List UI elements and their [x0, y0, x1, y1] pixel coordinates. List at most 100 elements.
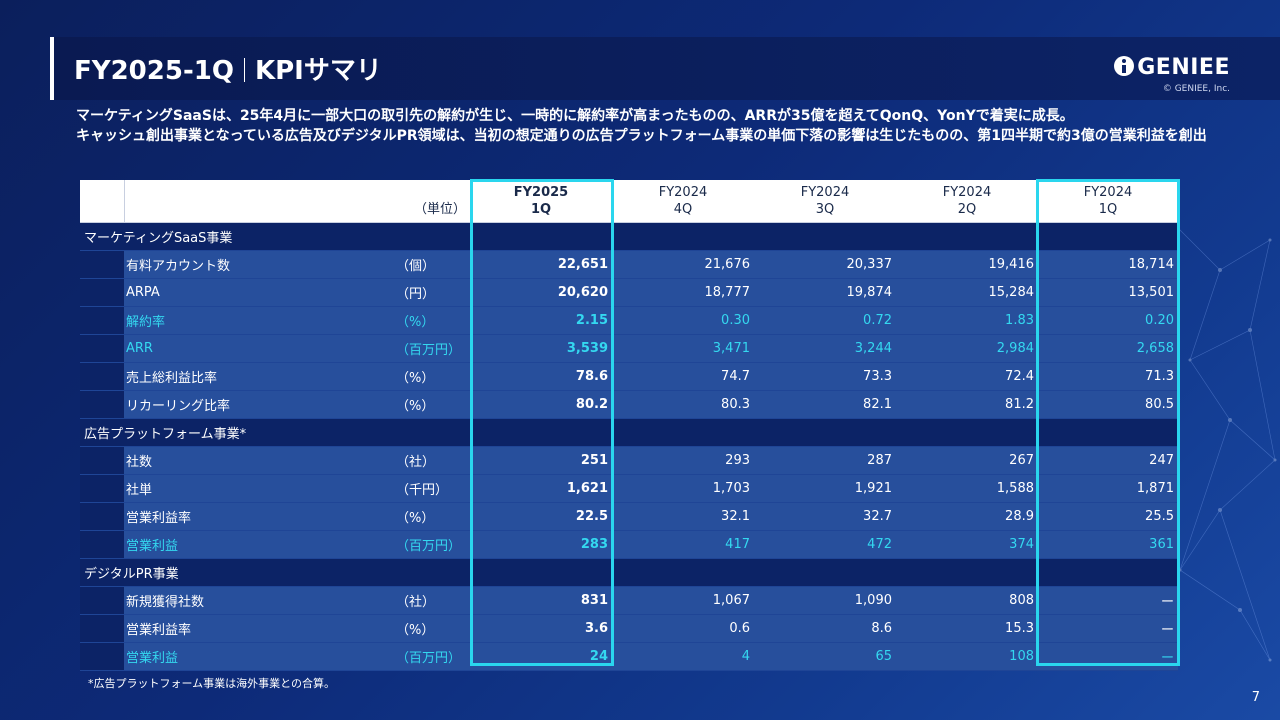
value-cell: 82.1 — [754, 390, 896, 419]
value-cell: 71.3 — [1038, 362, 1178, 391]
value-cell: 74.7 — [612, 362, 754, 391]
header-label — [124, 180, 390, 223]
value-cell: 283 — [470, 530, 612, 559]
table-row: 解約率 （%） 2.15 0.30 0.72 1.83 0.20 — [80, 306, 1178, 335]
row-label: 社数 — [124, 446, 390, 475]
copyright: © GENIEE, Inc. — [1162, 84, 1230, 94]
value-cell: 3,539 — [470, 334, 612, 363]
table-row: 営業利益 （百万円） 24 4 65 108 ー — [80, 642, 1178, 671]
row-label: 売上総利益比率 — [124, 362, 390, 391]
table-body: マーケティングSaaS事業 有料アカウント数 （個） 22,651 21,676 20,3… — [80, 222, 1178, 671]
value-cell: 1,067 — [612, 586, 754, 615]
value-cell: 24 — [470, 642, 612, 671]
value-cell: 374 — [896, 530, 1038, 559]
row-unit: （%） — [390, 362, 470, 391]
period-fy: FY2024 — [1083, 185, 1133, 200]
value-cell: 72.4 — [896, 362, 1038, 391]
value-cell: 19,416 — [896, 250, 1038, 279]
value-cell: 831 — [470, 586, 612, 615]
value-cell: 267 — [896, 446, 1038, 475]
footnote: *広告プラットフォーム事業は海外事業との合算。 — [88, 677, 336, 690]
value-cell: 0.30 — [612, 306, 754, 335]
header-unit: （単位） — [390, 180, 470, 223]
row-unit: （社） — [390, 446, 470, 475]
value-cell: 78.6 — [470, 362, 612, 391]
period-q: 4Q — [673, 202, 693, 217]
value-cell: 361 — [1038, 530, 1178, 559]
row-unit: （%） — [390, 306, 470, 335]
value-cell: 13,501 — [1038, 278, 1178, 307]
value-cell: 417 — [612, 530, 754, 559]
value-cell: 15.3 — [896, 614, 1038, 643]
page-number: 7 — [1251, 690, 1260, 705]
value-cell: 2.15 — [470, 306, 612, 335]
network-decoration — [1168, 218, 1277, 662]
value-cell: 8.6 — [754, 614, 896, 643]
period-fy: FY2024 — [658, 185, 708, 200]
value-cell: 73.3 — [754, 362, 896, 391]
section-row: マーケティングSaaS事業 — [80, 222, 1178, 251]
row-unit: （%） — [390, 614, 470, 643]
summary-text: マーケティングSaaSは、25年4月に一部大口の取引先の解約が生じ、一時的に解約… — [76, 106, 1226, 146]
row-label: 営業利益率 — [124, 614, 390, 643]
table-row: 営業利益率 （%） 3.6 0.6 8.6 15.3 ー — [80, 614, 1178, 643]
value-cell: 1.83 — [896, 306, 1038, 335]
slide-title: FY2025-1Q KPIサマリ — [74, 50, 382, 87]
value-cell: 2,658 — [1038, 334, 1178, 363]
row-indent — [80, 614, 124, 643]
title-separator — [243, 58, 245, 82]
section-label: デジタルPR事業 — [80, 558, 1178, 587]
row-label: ARR — [124, 334, 390, 363]
table-header-row: （単位） FY2025 1Q FY2024 4Q FY2024 3Q FY2024 2Q… — [80, 180, 1178, 223]
section-label: マーケティングSaaS事業 — [80, 222, 1178, 251]
table-row: ARPA （円） 20,620 18,777 19,874 15,284 13,501 — [80, 278, 1178, 307]
value-cell: 1,621 — [470, 474, 612, 503]
value-cell: 1,871 — [1038, 474, 1178, 503]
value-cell: 22,651 — [470, 250, 612, 279]
value-cell: 3,471 — [612, 334, 754, 363]
table-row: 営業利益 （百万円） 283 417 472 374 361 — [80, 530, 1178, 559]
value-cell: 1,588 — [896, 474, 1038, 503]
row-indent — [80, 306, 124, 335]
row-unit: （%） — [390, 390, 470, 419]
value-cell: 15,284 — [896, 278, 1038, 307]
value-cell: 293 — [612, 446, 754, 475]
period-fy: FY2025 — [513, 185, 569, 200]
value-cell: 19,874 — [754, 278, 896, 307]
row-label: ARPA — [124, 278, 390, 307]
row-unit: （個） — [390, 250, 470, 279]
value-cell: 32.7 — [754, 502, 896, 531]
table-row: 社単 （千円） 1,621 1,703 1,921 1,588 1,871 — [80, 474, 1178, 503]
row-unit: （百万円） — [390, 642, 470, 671]
row-unit: （円） — [390, 278, 470, 307]
section-row: デジタルPR事業 — [80, 558, 1178, 587]
value-cell: 0.20 — [1038, 306, 1178, 335]
section-row: 広告プラットフォーム事業* — [80, 418, 1178, 447]
row-unit: （千円） — [390, 474, 470, 503]
header-period-3: FY2024 2Q — [896, 180, 1038, 223]
table-row: 新規獲得社数 （社） 831 1,067 1,090 808 ー — [80, 586, 1178, 615]
value-cell: 251 — [470, 446, 612, 475]
row-indent — [80, 530, 124, 559]
title-sub: KPIサマリ — [254, 56, 382, 86]
value-cell: 25.5 — [1038, 502, 1178, 531]
period-q: 1Q — [530, 202, 552, 217]
value-cell: 1,921 — [754, 474, 896, 503]
value-cell: 108 — [896, 642, 1038, 671]
summary-line-1: マーケティングSaaSは、25年4月に一部大口の取引先の解約が生じ、一時的に解約… — [76, 108, 1074, 124]
header-blank — [80, 180, 125, 223]
value-cell: 1,703 — [612, 474, 754, 503]
row-indent — [80, 642, 124, 671]
value-cell: 28.9 — [896, 502, 1038, 531]
row-unit: （社） — [390, 586, 470, 615]
value-cell: 32.1 — [612, 502, 754, 531]
row-label: 営業利益 — [124, 642, 390, 671]
geniee-logo: GENIEE — [1114, 55, 1230, 80]
value-cell: 22.5 — [470, 502, 612, 531]
header-period-1: FY2024 4Q — [612, 180, 754, 223]
table-row: リカーリング比率 （%） 80.2 80.3 82.1 81.2 80.5 — [80, 390, 1178, 419]
period-fy: FY2024 — [800, 185, 850, 200]
row-indent — [80, 250, 124, 279]
header-period-2: FY2024 3Q — [754, 180, 896, 223]
period-q: 1Q — [1098, 202, 1118, 217]
